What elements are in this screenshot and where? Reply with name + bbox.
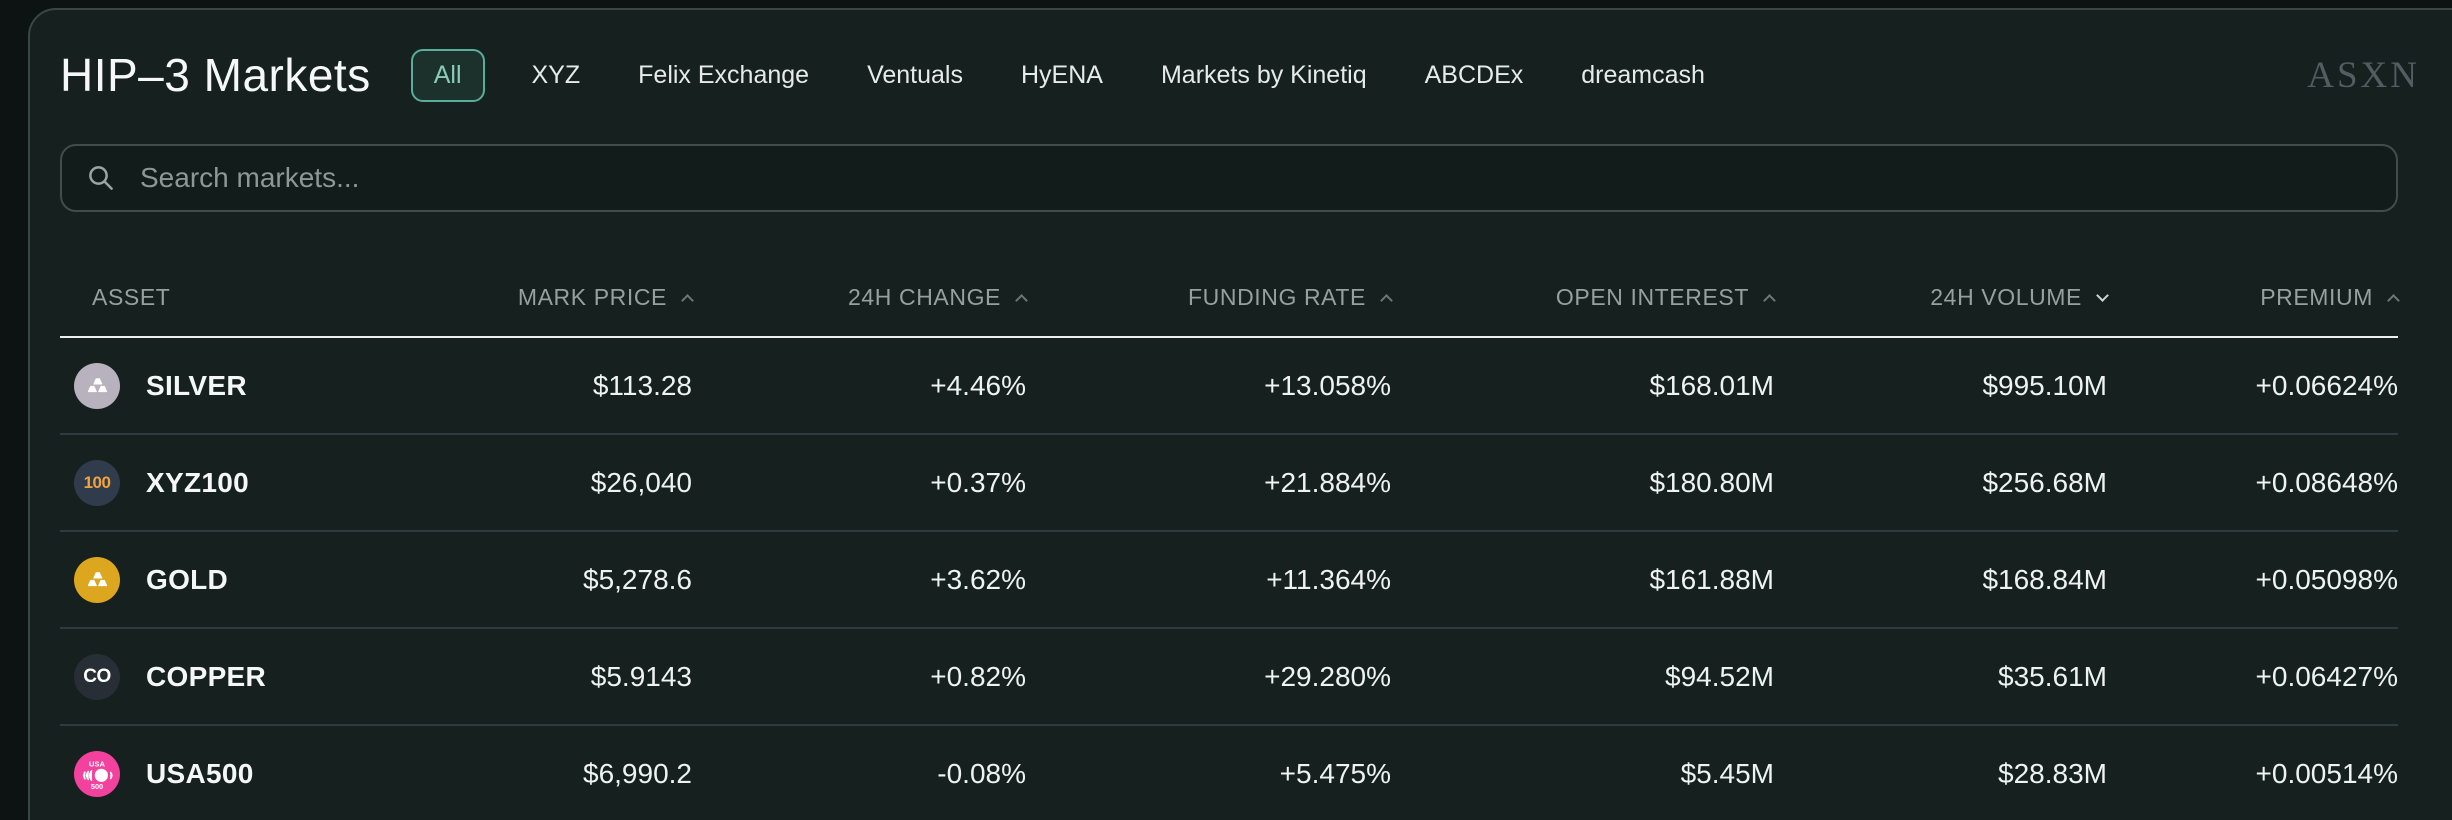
volume-24h-value: $28.83M xyxy=(1998,757,2107,789)
asset-icon xyxy=(74,362,120,409)
asset-name: SILVER xyxy=(146,369,247,401)
table-body: SILVER $113.28 +4.46% +13.058% $168.01M … xyxy=(60,338,2398,820)
tabs: All XYZ Felix Exchange Ventuals HyENA Markets… xyxy=(410,48,1734,102)
volume-24h-value: $256.68M xyxy=(1982,466,2107,498)
asset-cell: SILVER xyxy=(60,362,360,409)
column-header-label: OPEN INTEREST xyxy=(1555,283,1749,310)
premium-value: +0.00514% xyxy=(2255,757,2398,789)
page-title: HIP–3 Markets xyxy=(60,49,371,101)
tab-all[interactable]: All xyxy=(410,48,485,102)
asset-cell: USA 500 USA500 xyxy=(60,750,360,797)
table-row[interactable]: 100 XYZ100 $26,040 +0.37% +21.884% $180.… xyxy=(60,435,2398,532)
ingots-icon xyxy=(87,378,107,393)
tab-label: Ventuals xyxy=(867,60,963,89)
change-24h-value: -0.08% xyxy=(937,757,1026,789)
open-interest-value: $161.88M xyxy=(1649,563,1774,595)
column-header-label: ASSET xyxy=(92,283,171,310)
tab-hyena[interactable]: HyENA xyxy=(992,61,1132,90)
table-row[interactable]: GOLD $5,278.6 +3.62% +11.364% $161.88M $… xyxy=(60,532,2398,629)
table-row[interactable]: CO COPPER $5.9143 +0.82% +29.280% $94.52… xyxy=(60,629,2398,726)
coin-label: CO xyxy=(83,666,111,687)
coin-label: 100 xyxy=(83,473,111,492)
column-header-funding-rate[interactable]: FUNDING RATE xyxy=(1026,283,1393,311)
asset-name: USA500 xyxy=(146,757,254,789)
tab-xyz[interactable]: XYZ xyxy=(503,61,610,90)
sort-chevron-icon xyxy=(2387,293,2400,307)
open-interest-value: $168.01M xyxy=(1649,369,1774,401)
mark-price-value: $113.28 xyxy=(592,369,692,401)
asset-icon: USA 500 xyxy=(74,750,120,797)
asset-name: XYZ100 xyxy=(146,466,249,498)
column-header-label: PREMIUM xyxy=(2260,283,2373,310)
premium-value: +0.06427% xyxy=(2255,660,2398,692)
page-header: HIP–3 Markets All XYZ Felix Exchange Ventua… xyxy=(60,44,2398,106)
funding-rate-value: +29.280% xyxy=(1264,660,1391,692)
change-24h-value: +3.62% xyxy=(930,563,1026,595)
open-interest-value: $180.80M xyxy=(1649,466,1774,498)
tab-label: HyENA xyxy=(1021,60,1103,89)
change-24h-value: +0.37% xyxy=(930,466,1026,498)
tab-label: Felix Exchange xyxy=(638,60,810,89)
globe-icon: USA 500 xyxy=(82,759,113,791)
premium-value: +0.06624% xyxy=(2255,369,2398,401)
table-row[interactable]: SILVER $113.28 +4.46% +13.058% $168.01M … xyxy=(60,338,2398,435)
premium-value: +0.05098% xyxy=(2255,563,2398,595)
tab-markets-by-kinetiq[interactable]: Markets by Kinetiq xyxy=(1132,61,1396,90)
tab-abcdex[interactable]: ABCDEx xyxy=(1396,61,1553,90)
change-24h-value: +4.46% xyxy=(930,369,1026,401)
mark-price-value: $26,040 xyxy=(590,466,692,498)
search-bar[interactable] xyxy=(60,144,2398,212)
tab-label: XYZ xyxy=(531,60,581,89)
funding-rate-value: +21.884% xyxy=(1264,466,1391,498)
asset-name: COPPER xyxy=(146,660,267,692)
column-header-label: 24H VOLUME xyxy=(1930,283,2082,310)
svg-text:USA: USA xyxy=(89,759,106,768)
funding-rate-value: +13.058% xyxy=(1264,369,1391,401)
search-input[interactable] xyxy=(140,162,2372,194)
column-header-24h-volume[interactable]: 24H VOLUME xyxy=(1774,283,2109,311)
markets-panel: ASXN HIP–3 Markets All XYZ Felix Exchange V… xyxy=(28,8,2452,820)
tab-label: Markets by Kinetiq xyxy=(1160,60,1367,89)
mark-price-value: $5.9143 xyxy=(590,660,692,692)
column-header-24h-change[interactable]: 24H CHANGE xyxy=(692,283,1028,311)
open-interest-value: $5.45M xyxy=(1680,757,1774,789)
column-header-mark-price[interactable]: MARK PRICE xyxy=(360,283,694,311)
asset-cell: GOLD xyxy=(60,556,360,603)
asset-icon xyxy=(74,556,120,603)
mark-price-value: $6,990.2 xyxy=(583,757,692,789)
search-icon xyxy=(89,166,113,190)
column-header-label: FUNDING RATE xyxy=(1188,283,1366,310)
column-header-label: MARK PRICE xyxy=(517,283,667,310)
tab-felix-exchange[interactable]: Felix Exchange xyxy=(609,61,838,90)
asset-cell: CO COPPER xyxy=(60,653,360,700)
svg-text:500: 500 xyxy=(91,782,103,791)
tab-label: ABCDEx xyxy=(1424,60,1524,89)
asset-icon: CO xyxy=(74,653,120,700)
volume-24h-value: $35.61M xyxy=(1998,660,2107,692)
open-interest-value: $94.52M xyxy=(1665,660,1774,692)
asset-name: GOLD xyxy=(146,563,229,595)
asset-icon: 100 xyxy=(74,459,120,506)
asxn-logo: ASXN xyxy=(2307,55,2420,96)
tab-label: All xyxy=(433,60,462,89)
ingots-icon xyxy=(87,572,107,587)
premium-value: +0.08648% xyxy=(2255,466,2398,498)
funding-rate-value: +5.475% xyxy=(1279,757,1391,789)
mark-price-value: $5,278.6 xyxy=(583,563,692,595)
change-24h-value: +0.82% xyxy=(930,660,1026,692)
table-header-row: ASSET MARK PRICE 24H CHANGE FUNDING RATE… xyxy=(60,258,2400,338)
tab-dreamcash[interactable]: dreamcash xyxy=(1552,61,1734,90)
volume-24h-value: $995.10M xyxy=(1982,369,2107,401)
volume-24h-value: $168.84M xyxy=(1982,563,2107,595)
column-header-open-interest[interactable]: OPEN INTEREST xyxy=(1391,283,1776,311)
tab-ventuals[interactable]: Ventuals xyxy=(838,61,992,90)
tab-label: dreamcash xyxy=(1581,60,1705,89)
column-header-asset[interactable]: ASSET xyxy=(60,284,360,311)
column-header-premium[interactable]: PREMIUM xyxy=(2107,283,2400,311)
funding-rate-value: +11.364% xyxy=(1266,563,1391,595)
table-row[interactable]: USA 500 USA500 $6,990.2 -0.08% +5.475% $5… xyxy=(60,726,2398,820)
column-header-label: 24H CHANGE xyxy=(848,283,1001,310)
asset-cell: 100 XYZ100 xyxy=(60,459,360,506)
